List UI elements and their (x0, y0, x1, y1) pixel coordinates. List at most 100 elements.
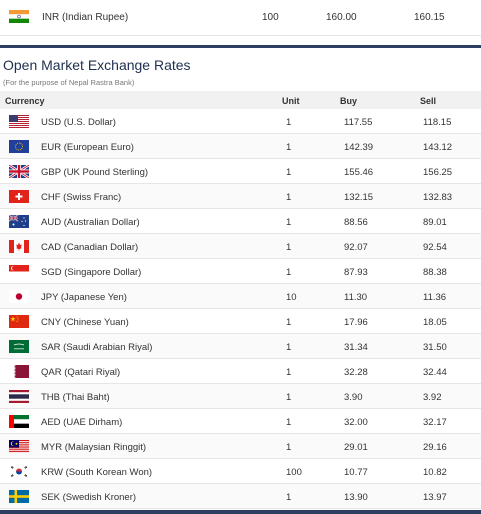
currency-name: AUD (Australian Dollar) (41, 217, 140, 228)
sell-rate: 3.92 (423, 392, 442, 403)
buy-rate: 13.90 (344, 492, 368, 503)
buy-rate: 132.15 (344, 192, 374, 203)
table-row: CNY (Chinese Yuan) 1 17.96 18.05 (0, 309, 481, 334)
china-flag-icon (9, 315, 29, 328)
sell-rate: 143.12 (423, 142, 453, 153)
table-row: CHF (Swiss Franc) 1 132.15 132.83 (0, 184, 481, 209)
currency-name: SAR (Saudi Arabian Riyal) (41, 342, 153, 353)
table-row: QAR (Qatari Riyal) 1 32.28 32.44 (0, 359, 481, 384)
table-row: SAR (Saudi Arabian Riyal) 1 31.34 31.50 (0, 334, 481, 359)
table-row: CAD (Canadian Dollar) 1 92.07 92.54 (0, 234, 481, 259)
header-buy: Buy (340, 96, 358, 106)
buy-rate: 160.00 (326, 12, 357, 23)
sell-rate: 88.38 (423, 267, 447, 278)
currency-name: SGD (Singapore Dollar) (41, 267, 142, 278)
thailand-flag-icon (9, 390, 29, 403)
header-currency: Currency (5, 96, 45, 106)
sell-rate: 118.15 (423, 117, 452, 128)
malaysia-flag-icon (9, 440, 29, 453)
unit-value: 1 (286, 142, 292, 153)
eu-flag-icon (9, 140, 29, 153)
buy-rate: 10.77 (344, 467, 368, 478)
sell-rate: 31.50 (423, 342, 447, 353)
currency-name: AED (UAE Dirham) (41, 417, 123, 428)
unit-value: 1 (286, 242, 292, 253)
unit-value: 1 (286, 217, 292, 228)
currency-name: QAR (Qatari Riyal) (41, 367, 121, 378)
table-row: JPY (Japanese Yen) 10 11.30 11.36 (0, 284, 481, 309)
table-row: INR (Indian Rupee) 100 160.00 160.15 (0, 0, 481, 36)
unit-value: 1 (286, 492, 292, 503)
sell-rate: 132.83 (423, 192, 453, 203)
unit-value: 1 (286, 417, 292, 428)
unit-value: 1 (286, 342, 292, 353)
sell-rate: 160.15 (414, 12, 445, 23)
unit-value: 1 (286, 167, 292, 178)
table-row: AUD (Australian Dollar) 1 88.56 89.01 (0, 209, 481, 234)
unit-value: 1 (286, 267, 292, 278)
sweden-flag-icon (9, 490, 29, 503)
page-subtitle: (For the purpose of Nepal Rastra Bank) (3, 78, 135, 87)
table-row: USD (U.S. Dollar) 1 117.55 118.15 (0, 109, 481, 134)
buy-rate: 3.90 (344, 392, 363, 403)
currency-name: KRW (South Korean Won) (41, 467, 153, 478)
unit-value: 100 (286, 467, 302, 478)
table-row: EUR (European Euro) 1 142.39 143.12 (0, 134, 481, 159)
rates-table-body: USD (U.S. Dollar) 1 117.55 118.15 EUR (E… (0, 109, 481, 509)
buy-rate: 88.56 (344, 217, 368, 228)
japan-flag-icon (9, 290, 29, 303)
currency-name: MYR (Malaysian Ringgit) (41, 442, 147, 453)
singapore-flag-icon (9, 265, 29, 278)
currency-name: CHF (Swiss Franc) (41, 192, 122, 203)
table-row: KRW (South Korean Won) 100 10.77 10.82 (0, 459, 481, 484)
sell-rate: 13.97 (423, 492, 447, 503)
currency-name: USD (U.S. Dollar) (41, 117, 116, 128)
sell-rate: 18.05 (423, 317, 447, 328)
buy-rate: 155.46 (344, 167, 374, 178)
currency-name: EUR (European Euro) (41, 142, 134, 153)
table-row: SEK (Swedish Kroner) 1 13.90 13.97 (0, 484, 481, 509)
buy-rate: 92.07 (344, 242, 368, 253)
sell-rate: 92.54 (423, 242, 447, 253)
swiss-flag-icon (9, 190, 29, 203)
buy-rate: 32.28 (344, 367, 368, 378)
bottom-divider (0, 510, 481, 514)
table-row: THB (Thai Baht) 1 3.90 3.92 (0, 384, 481, 409)
canada-flag-icon (9, 240, 29, 253)
unit-value: 10 (286, 292, 297, 303)
unit-value: 1 (286, 442, 292, 453)
buy-rate: 17.96 (344, 317, 368, 328)
unit-value: 100 (262, 12, 279, 23)
uk-flag-icon (9, 165, 29, 178)
buy-rate: 31.34 (344, 342, 368, 353)
australia-flag-icon (9, 215, 29, 228)
buy-rate: 117.55 (344, 117, 373, 128)
sell-rate: 89.01 (423, 217, 447, 228)
unit-value: 1 (286, 192, 292, 203)
qatar-flag-icon (9, 365, 29, 378)
buy-rate: 87.93 (344, 267, 368, 278)
korea-flag-icon (9, 465, 29, 478)
unit-value: 1 (286, 367, 292, 378)
table-row: GBP (UK Pound Sterling) 1 155.46 156.25 (0, 159, 481, 184)
currency-name: GBP (UK Pound Sterling) (41, 167, 149, 178)
currency-name: INR (Indian Rupee) (42, 12, 129, 23)
india-flag-icon (9, 10, 29, 23)
header-unit: Unit (282, 96, 300, 106)
sell-rate: 32.17 (423, 417, 447, 428)
sell-rate: 156.25 (423, 167, 453, 178)
saudi-flag-icon (9, 340, 29, 353)
sell-rate: 10.82 (423, 467, 447, 478)
uae-flag-icon (9, 415, 29, 428)
currency-name: CAD (Canadian Dollar) (41, 242, 139, 253)
section-divider (0, 45, 481, 48)
buy-rate: 29.01 (344, 442, 368, 453)
unit-value: 1 (286, 317, 292, 328)
table-header: Currency Unit Buy Sell (0, 91, 481, 109)
table-row: AED (UAE Dirham) 1 32.00 32.17 (0, 409, 481, 434)
table-row: SGD (Singapore Dollar) 1 87.93 88.38 (0, 259, 481, 284)
table-row: MYR (Malaysian Ringgit) 1 29.01 29.16 (0, 434, 481, 459)
currency-name: CNY (Chinese Yuan) (41, 317, 129, 328)
sell-rate: 32.44 (423, 367, 447, 378)
buy-rate: 11.30 (344, 292, 368, 303)
